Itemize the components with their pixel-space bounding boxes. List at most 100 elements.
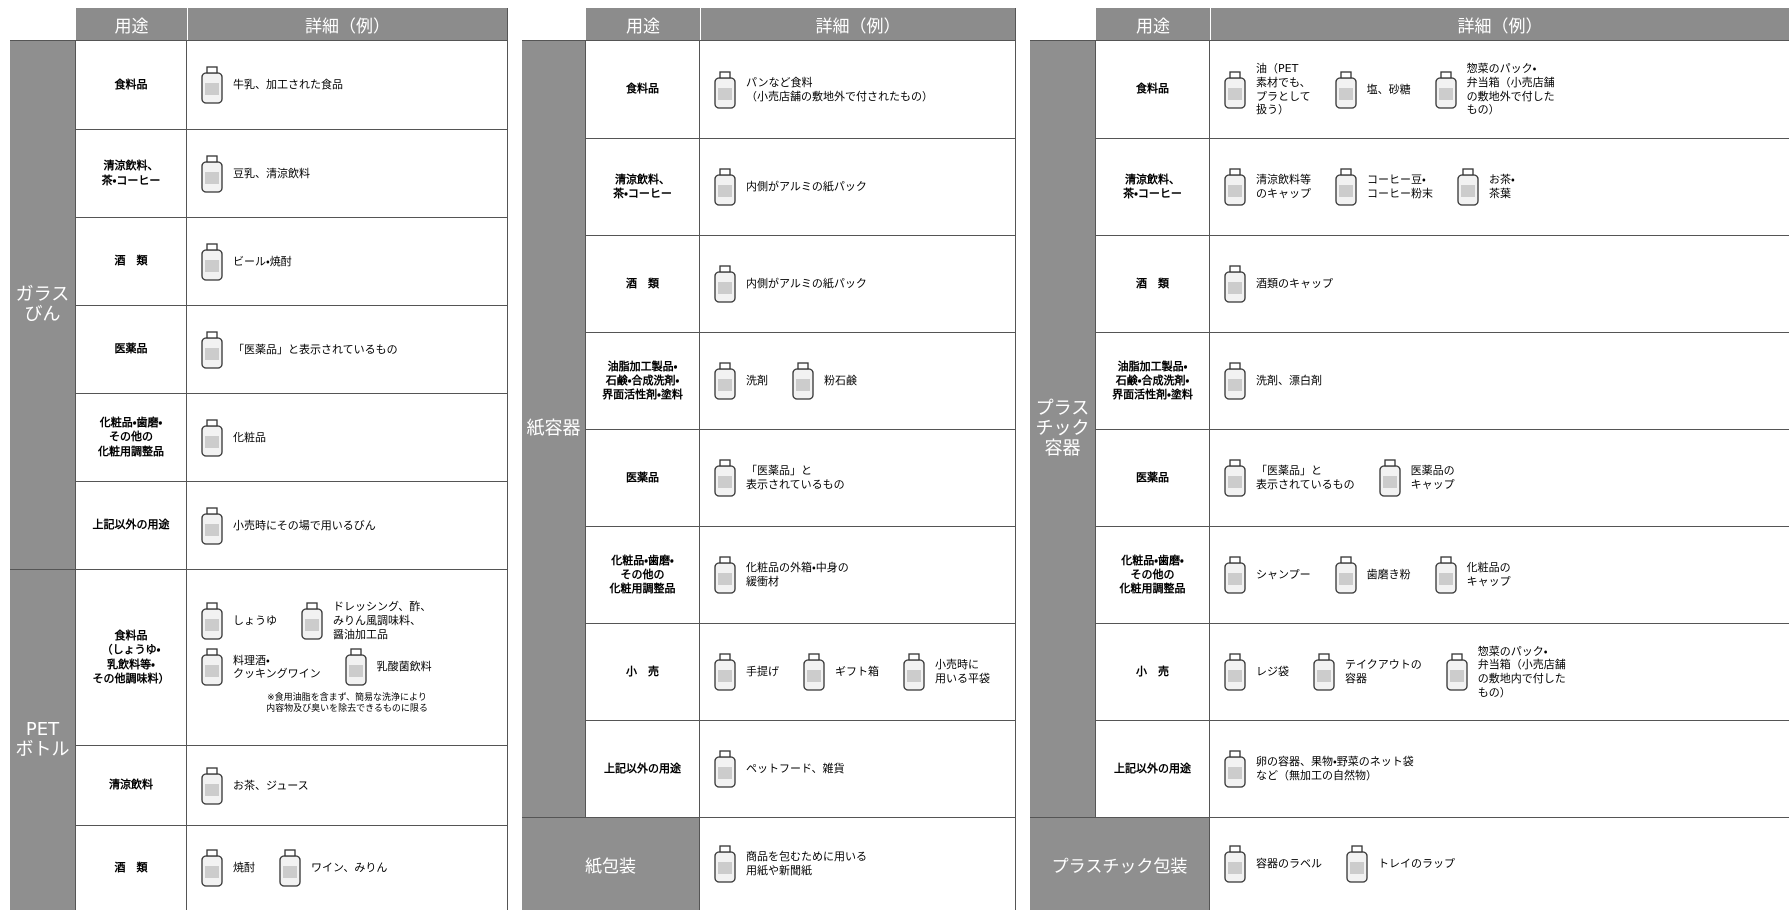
category: 紙容器 (522, 41, 585, 817)
row: 油脂加工製品・ 石鹸・合成洗剤・ 界面活性剤・塗料 洗剤、漂白剤 (1095, 332, 1789, 429)
detail-item: ビール・焼酎 (199, 242, 292, 282)
use-cell: 上記以外の用途 (1095, 721, 1210, 817)
row: 上記以外の用途 ペットフード、雑貨 (585, 720, 1015, 817)
detail-item: 油（PET 素材でも、 プラとして 扱う） (1222, 62, 1311, 117)
icon (903, 653, 925, 691)
header-row: 用途 詳細（例） (522, 8, 1015, 40)
icon (201, 66, 223, 104)
detail-text: 化粧品 (233, 430, 266, 444)
use-cell: 食料品 (585, 41, 700, 138)
detail-item: テイクアウトの 容器 (1311, 652, 1422, 692)
group: ガラス びん 食料品 牛乳、加工された食品 清涼飲料、 茶・コーヒー 豆乳、清涼飲料酒 … (10, 40, 507, 569)
category: PET ボトル (10, 570, 75, 910)
icon (301, 602, 323, 640)
header-detail: 詳細（例） (187, 8, 507, 40)
detail-text: 酒類のキャップ (1256, 277, 1333, 291)
row: 食料品 油（PET 素材でも、 プラとして 扱う） 塩、砂糖 惣菜のパック・ 弁当箱（… (1095, 41, 1789, 138)
detail-item: ギフト箱 (801, 652, 879, 692)
icon (201, 242, 223, 281)
icon (1346, 845, 1368, 883)
detail-item: 商品を包むために用いる 用紙や新聞紙 (712, 844, 867, 884)
detail-text: トレイのラップ (1378, 857, 1455, 871)
icon (1379, 459, 1401, 497)
detail-text: 豆乳、清涼飲料 (233, 166, 310, 180)
detail-text: 商品を包むために用いる 用紙や新聞紙 (746, 850, 867, 877)
icon (1435, 70, 1457, 109)
use-cell: 医薬品 (75, 306, 187, 393)
icon (714, 265, 736, 303)
row: 酒 類 ビール・焼酎 (75, 217, 507, 305)
icon (1335, 168, 1357, 206)
icon (714, 362, 736, 400)
detail-text: 粉石鹸 (824, 374, 857, 388)
detail-cell: 洗剤、漂白剤 (1210, 333, 1789, 429)
header-row: 用途 詳細（例） (1030, 8, 1789, 40)
detail-text: しょうゆ (233, 613, 277, 627)
detail-text: シャンプー (1256, 568, 1311, 582)
detail-item: ドレッシング、酢、 みりん風調味料、 醤油加工品 (299, 600, 431, 641)
icon (1457, 168, 1479, 206)
detail-text: ワイン、みりん (311, 861, 388, 875)
detail-text: 手提げ (746, 665, 779, 679)
detail-item: 医薬品の キャップ (1377, 458, 1455, 498)
detail-item: 手提げ (712, 652, 779, 692)
icon (201, 506, 223, 545)
icon (201, 602, 223, 640)
use-cell: 化粧品・歯磨・ その他の 化粧用調整品 (75, 394, 187, 481)
use-cell: 清涼飲料、 茶・コーヒー (75, 130, 187, 217)
detail-item: 牛乳、加工された食品 (199, 65, 343, 105)
detail-cell: パンなど食料 （小売店舗の敷地外で付されたもの） (700, 41, 1015, 138)
group: PET ボトル 食料品 （しょうゆ・ 乳飲料等・ その他調味料） しょうゆ ドレッシン… (10, 569, 507, 910)
row: 小 売 手提げ ギフト箱 小売時に 用いる平袋 (585, 623, 1015, 720)
detail-text: 塩、砂糖 (1366, 82, 1411, 96)
detail-cell: 容器のラベル トレイのラップ (1210, 818, 1789, 910)
detail-text: 「医薬品」と 表示されているもの (1256, 464, 1355, 491)
icon (714, 845, 736, 883)
icon (1224, 750, 1246, 788)
detail-cell: 「医薬品」と表示されているもの (187, 306, 507, 393)
row: 酒 類 焼酎 ワイン、みりん (75, 825, 507, 910)
detail-cell: 内側がアルミの紙パック (700, 236, 1015, 332)
header-blank (1030, 8, 1095, 40)
detail-text: 乳酸菌飲料 (376, 660, 432, 674)
icon (1335, 70, 1357, 109)
icon (1224, 362, 1246, 400)
use-cell: 医薬品 (585, 430, 700, 526)
icon (1313, 653, 1335, 691)
detail-text: 化粧品の外箱・中身の 緩衝材 (746, 561, 849, 588)
detail-text: 料理酒・ クッキングワイン (233, 653, 321, 681)
detail-text: ギフト箱 (835, 665, 879, 679)
row: 化粧品・歯磨・ その他の 化粧用調整品 化粧品 (75, 393, 507, 481)
header-blank (522, 8, 585, 40)
detail-item: 乳酸菌飲料 (343, 647, 432, 687)
detail-cell: レジ袋 テイクアウトの 容器 惣菜のパック・ 弁当箱（小売店舗 の敷地内で付した も… (1210, 624, 1789, 720)
table-panel: 用途 詳細（例） 紙容器 食料品 パンなど食料 （小売店舗の敷地外で付されたもの） 清涼飲… (522, 8, 1016, 910)
detail-text: 清涼飲料等 のキャップ (1256, 173, 1311, 200)
group: 紙包装 商品を包むために用いる 用紙や新聞紙 (522, 817, 1015, 910)
row: 清涼飲料、 茶・コーヒー 清涼飲料等 のキャップ コーヒー豆・ コーヒー粉末 お茶・ … (1095, 138, 1789, 235)
detail-item: 清涼飲料等 のキャップ (1222, 167, 1311, 207)
use-cell: 化粧品・歯磨・ その他の 化粧用調整品 (1095, 527, 1210, 623)
detail-item: 惣菜のパック・ 弁当箱（小売店舗 の敷地内で付した もの） (1444, 645, 1566, 700)
band-name: プラスチック包装 (1030, 818, 1210, 910)
icon (201, 849, 223, 887)
icon (1224, 653, 1246, 691)
detail-item: ペットフード、雑貨 (712, 749, 845, 789)
use-cell: 化粧品・歯磨・ その他の 化粧用調整品 (585, 527, 700, 623)
icon (714, 168, 736, 206)
detail-text: 油（PET 素材でも、 プラとして 扱う） (1256, 62, 1311, 117)
detail-text: ビール・焼酎 (233, 254, 292, 268)
group: プラス チック 容器 食料品 油（PET 素材でも、 プラとして 扱う） 塩、砂糖 惣菜… (1030, 40, 1789, 817)
detail-text: 小売時に 用いる平袋 (935, 658, 990, 685)
icon (714, 556, 736, 594)
detail-cell: 「医薬品」と 表示されているもの (700, 430, 1015, 526)
detail-cell: 「医薬品」と 表示されているもの 医薬品の キャップ (1210, 430, 1789, 526)
category: ガラス びん (10, 41, 75, 569)
detail-cell: 牛乳、加工された食品 (187, 41, 507, 129)
rows: 食料品 パンなど食料 （小売店舗の敷地外で付されたもの） 清涼飲料、 茶・コーヒー内… (585, 41, 1015, 817)
icon (714, 459, 736, 497)
detail-text: テイクアウトの 容器 (1345, 658, 1422, 685)
detail-text: 「医薬品」と 表示されているもの (746, 464, 845, 491)
icon (1435, 556, 1457, 594)
